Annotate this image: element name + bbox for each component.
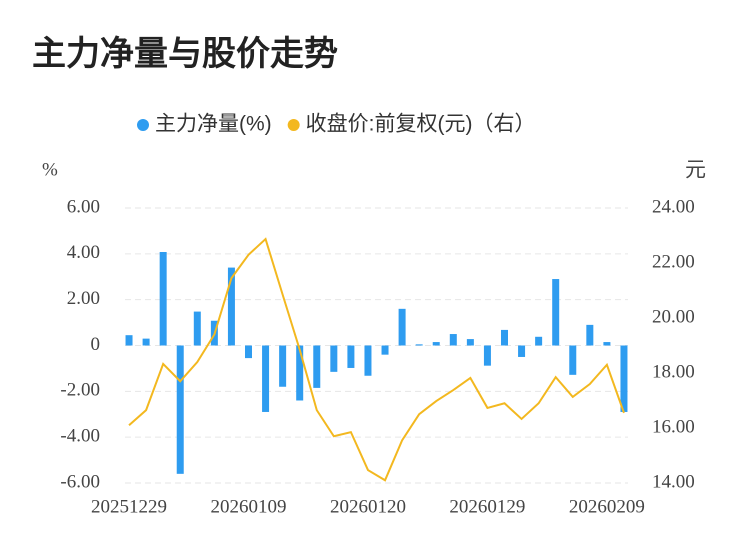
x-tick-label: 20251229: [91, 496, 167, 517]
legend-marker: [287, 119, 300, 131]
bar: [518, 345, 526, 357]
bar: [125, 335, 133, 346]
bar: [449, 334, 457, 346]
y-axis-label: %: [42, 159, 58, 180]
bar: [603, 342, 611, 346]
legend-label: 主力净量(%): [155, 113, 272, 136]
bar: [296, 345, 304, 401]
x-tick-label: 20260129: [449, 496, 525, 517]
bar: [483, 345, 491, 366]
bar: [245, 345, 252, 359]
y2-axis-label: 元: [685, 159, 706, 182]
bar: [466, 339, 474, 346]
bar: [620, 345, 628, 412]
chart-title: 主力净量与股价走势: [32, 35, 338, 73]
y-tick-label: 2.00: [67, 288, 100, 309]
y-tick-label: 0: [91, 334, 101, 355]
bar: [159, 252, 167, 346]
y2-tick-label: 24.00: [652, 196, 695, 217]
bar: [330, 345, 338, 372]
bar: [552, 279, 560, 346]
x-tick-label: 20260120: [330, 496, 406, 517]
bar: [279, 345, 287, 387]
y-tick-label: -4.00: [60, 426, 100, 447]
x-tick-label: 20260209: [569, 496, 645, 517]
y2-tick-label: 14.00: [652, 471, 695, 492]
bar: [227, 267, 235, 346]
x-tick-label: 20260109: [211, 496, 287, 517]
bar: [142, 338, 150, 346]
bar: [586, 324, 594, 346]
y2-tick-label: 18.00: [652, 361, 695, 382]
bar: [193, 311, 201, 346]
y-tick-label: -2.00: [60, 380, 100, 401]
bar: [381, 345, 389, 355]
bar: [535, 336, 543, 346]
y-tick-label: 4.00: [67, 242, 100, 263]
y2-tick-label: 20.00: [652, 306, 695, 327]
y2-tick-label: 22.00: [652, 251, 695, 272]
legend-marker: [137, 119, 149, 131]
bar: [313, 345, 321, 388]
line: [128, 237, 625, 482]
y-tick-label: 6.00: [67, 196, 100, 217]
y-tick-label: -6.00: [60, 471, 100, 492]
legend-label: 收盘价:前复权(元)（右）: [306, 113, 536, 136]
bar: [364, 345, 372, 376]
bar: [347, 345, 355, 368]
bar: [176, 345, 184, 474]
bar: [501, 329, 508, 346]
y2-tick-label: 16.00: [652, 416, 695, 437]
bar: [569, 345, 577, 375]
bar: [398, 308, 406, 346]
bar: [262, 345, 270, 412]
bar: [415, 344, 423, 346]
bar: [432, 342, 440, 346]
